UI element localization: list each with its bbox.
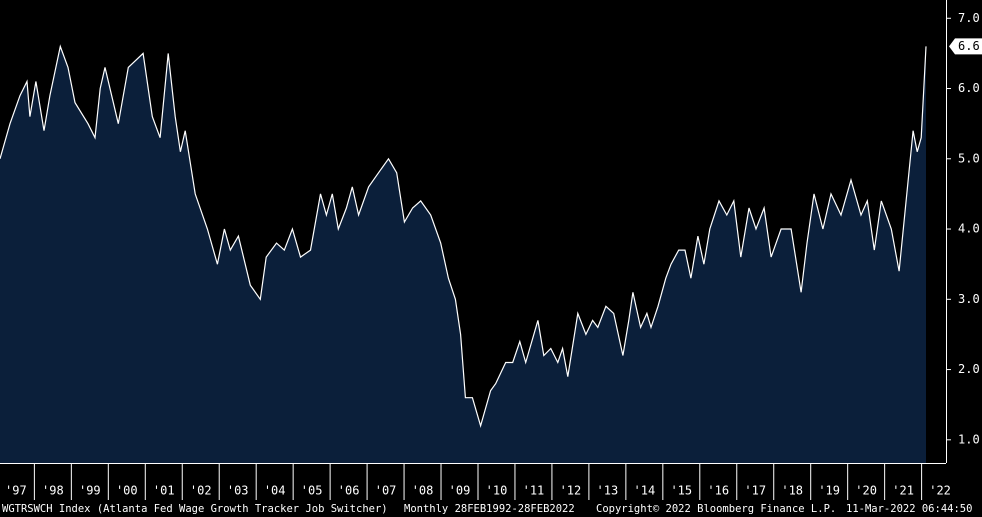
x-tick-label: '02 — [190, 484, 212, 498]
x-tick-label: '16 — [707, 484, 729, 498]
last-value-box — [949, 38, 982, 55]
x-tick-label: '97 — [5, 484, 27, 498]
x-tick-label: '08 — [412, 484, 434, 498]
x-tick-label: '05 — [301, 484, 323, 498]
y-tick-label: 2.0 — [958, 362, 980, 376]
last-value-label: 6.6 — [958, 39, 980, 53]
y-tick-label: 4.0 — [958, 222, 980, 236]
x-tick-label: '12 — [560, 484, 582, 498]
x-tick-label: '21 — [892, 484, 914, 498]
x-tick-label: '03 — [227, 484, 249, 498]
x-tick-label: '15 — [670, 484, 692, 498]
footer-copyright: Copyright© 2022 Bloomberg Finance L.P. — [596, 503, 836, 515]
footer-range: Monthly 28FEB1992-28FEB2022 — [404, 503, 575, 515]
x-tick-label: '98 — [42, 484, 64, 498]
x-tick-label: '06 — [338, 484, 360, 498]
x-tick-label: '00 — [116, 484, 138, 498]
x-tick-label: '14 — [634, 484, 656, 498]
footer-timestamp: 11-Mar-2022 06:44:50 — [846, 503, 972, 515]
x-tick-label: '10 — [486, 484, 508, 498]
y-tick-label: 1.0 — [958, 432, 980, 446]
x-tick-label: '07 — [375, 484, 397, 498]
area-fill — [0, 46, 926, 464]
x-tick-label: '19 — [818, 484, 840, 498]
x-tick-label: '13 — [597, 484, 619, 498]
y-tick-label: 7.0 — [958, 11, 980, 25]
series-line — [0, 44, 927, 428]
x-tick-label: '99 — [79, 484, 101, 498]
y-tick-label: 3.0 — [958, 292, 980, 306]
y-tick-label: 6.0 — [958, 81, 980, 95]
x-tick-label: '09 — [449, 484, 471, 498]
x-tick-label: '11 — [523, 484, 545, 498]
x-tick-label: '18 — [781, 484, 803, 498]
x-tick-label: '22 — [929, 484, 951, 498]
footer-ticker: WGTRSWCH Index (Atlanta Fed Wage Growth … — [2, 503, 388, 515]
x-tick-label: '01 — [153, 484, 175, 498]
x-tick-label: '04 — [264, 484, 286, 498]
y-tick-label: 5.0 — [958, 151, 980, 165]
x-tick-label: '17 — [744, 484, 766, 498]
x-tick-label: '20 — [855, 484, 877, 498]
